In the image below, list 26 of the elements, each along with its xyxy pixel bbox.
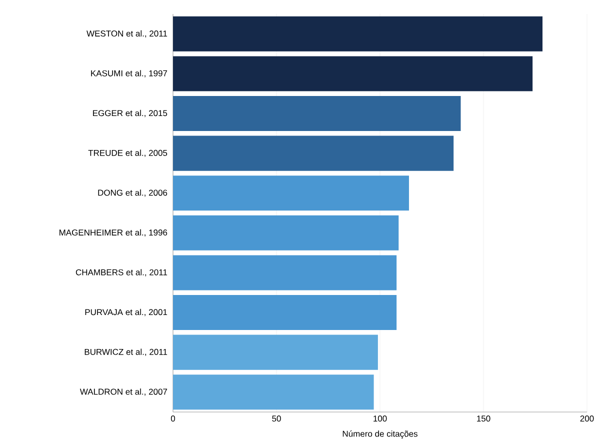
- y-tick-label: MAGENHEIMER et al., 1996: [60, 229, 168, 237]
- y-tick-label: WESTON et al., 2011: [86, 30, 168, 38]
- x-tick-label: 100: [374, 416, 387, 422]
- bar: [173, 96, 461, 132]
- y-tick-label: TREUDE et al., 2005: [88, 150, 168, 157]
- y-tick-label: KASUMI et al., 1997: [91, 70, 168, 78]
- bar: [173, 255, 397, 290]
- x-tick-label: 50: [272, 416, 281, 422]
- bar: [173, 294, 397, 330]
- x-axis-title: Número de citações: [342, 430, 418, 438]
- bar: [173, 215, 399, 250]
- y-tick-label: WALDRON et al., 2007: [80, 388, 168, 396]
- y-tick-label: EGGER et al., 2015: [93, 110, 168, 118]
- y-tick-label: PURVAJA et al., 2001: [85, 308, 168, 316]
- x-tick-label: 150: [477, 416, 490, 422]
- bar: [173, 56, 533, 92]
- y-tick-label: CHAMBERS et al., 2011: [76, 269, 168, 276]
- x-tick-label: 0: [170, 416, 176, 422]
- y-tick-label: BURWICZ et al., 2011: [84, 348, 168, 356]
- bar: [173, 176, 409, 211]
- bar: [173, 334, 378, 370]
- y-tick-label: DONG et al., 2006: [98, 189, 168, 197]
- bar: [173, 16, 542, 52]
- x-tick-label: 200: [580, 416, 594, 422]
- bar: [173, 374, 374, 410]
- bar: [173, 136, 454, 171]
